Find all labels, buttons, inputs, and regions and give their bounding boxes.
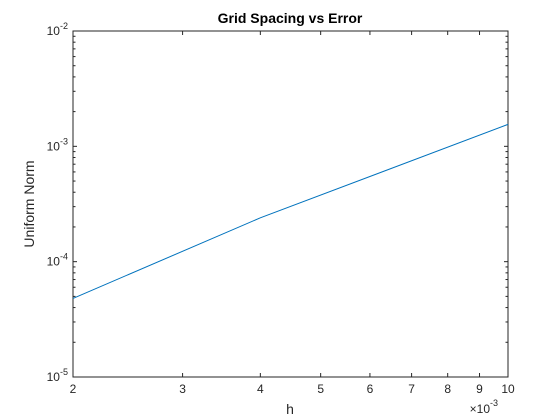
y-tick-label: 10-4 (47, 252, 68, 269)
x-tick-label: 9 (476, 382, 483, 396)
x-tick-label: 4 (257, 382, 264, 396)
x-tick-label: 2 (70, 382, 77, 396)
y-tick-label: 10-5 (47, 367, 68, 384)
series-line (72, 123, 509, 299)
y-tick-label: 10-3 (47, 136, 68, 153)
x-tick-label: 6 (367, 382, 374, 396)
x-axis-label: h (286, 401, 294, 417)
x-tick-label: 10 (501, 382, 515, 396)
y-axis-label: Uniform Norm (21, 160, 37, 247)
x-tick-label: 5 (317, 382, 324, 396)
y-tick-labels: 10-5 10-4 10-3 10-2 (47, 21, 68, 384)
chart-title: Grid Spacing vs Error (218, 10, 363, 26)
x-multiplier-exponent: -3 (490, 398, 498, 408)
x-tick-label: 3 (179, 382, 186, 396)
y-tick-label: 10-2 (47, 21, 68, 38)
x-tick-labels: 2 3 4 5 6 7 8 9 10 (70, 382, 515, 396)
x-tick-label: 7 (408, 382, 415, 396)
plot-area (72, 30, 509, 378)
series-group (72, 123, 509, 299)
x-multiplier: ×10 (470, 402, 491, 416)
tick-marks (72, 30, 509, 378)
x-tick-label: 8 (444, 382, 451, 396)
